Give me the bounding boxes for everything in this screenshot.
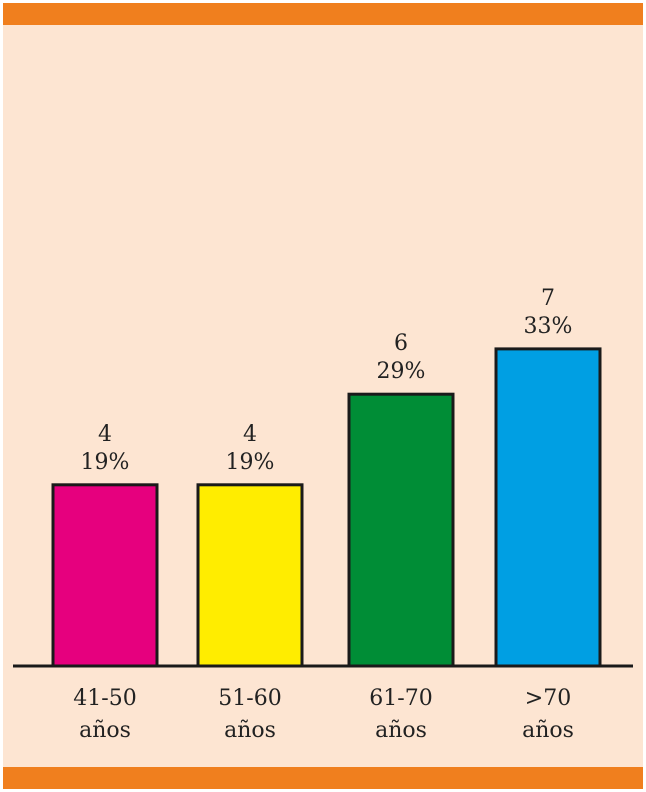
category-label-3: >70 xyxy=(525,686,571,711)
bar-0 xyxy=(51,483,159,668)
category-unit-label-0: años xyxy=(79,718,131,743)
value-label-0: 4 xyxy=(98,422,112,447)
value-label-2: 6 xyxy=(394,331,408,356)
bottom-orange-band xyxy=(3,767,643,789)
percent-label-0: 19% xyxy=(81,450,130,475)
category-label-1: 51-60 xyxy=(218,686,281,711)
category-unit-label-1: años xyxy=(224,718,276,743)
percent-label-1: 19% xyxy=(226,450,275,475)
category-label-2: 61-70 xyxy=(369,686,432,711)
bar-1 xyxy=(196,483,304,668)
chart-frame: 4 19% 41-50 años 4 19% 51-60 años 6 29% 61-70 años 7… xyxy=(3,3,643,789)
value-label-1: 4 xyxy=(243,422,257,447)
bar-3 xyxy=(494,347,602,668)
bar-2 xyxy=(347,392,455,668)
category-unit-label-2: años xyxy=(375,718,427,743)
category-label-0: 41-50 xyxy=(73,686,136,711)
bar-chart: 4 19% 41-50 años 4 19% 51-60 años 6 29% 61-70 años 7… xyxy=(13,286,633,743)
value-label-3: 7 xyxy=(541,286,555,311)
category-unit-label-3: años xyxy=(522,718,574,743)
percent-label-2: 29% xyxy=(377,359,426,384)
top-orange-band xyxy=(3,3,643,25)
percent-label-3: 33% xyxy=(524,314,573,339)
